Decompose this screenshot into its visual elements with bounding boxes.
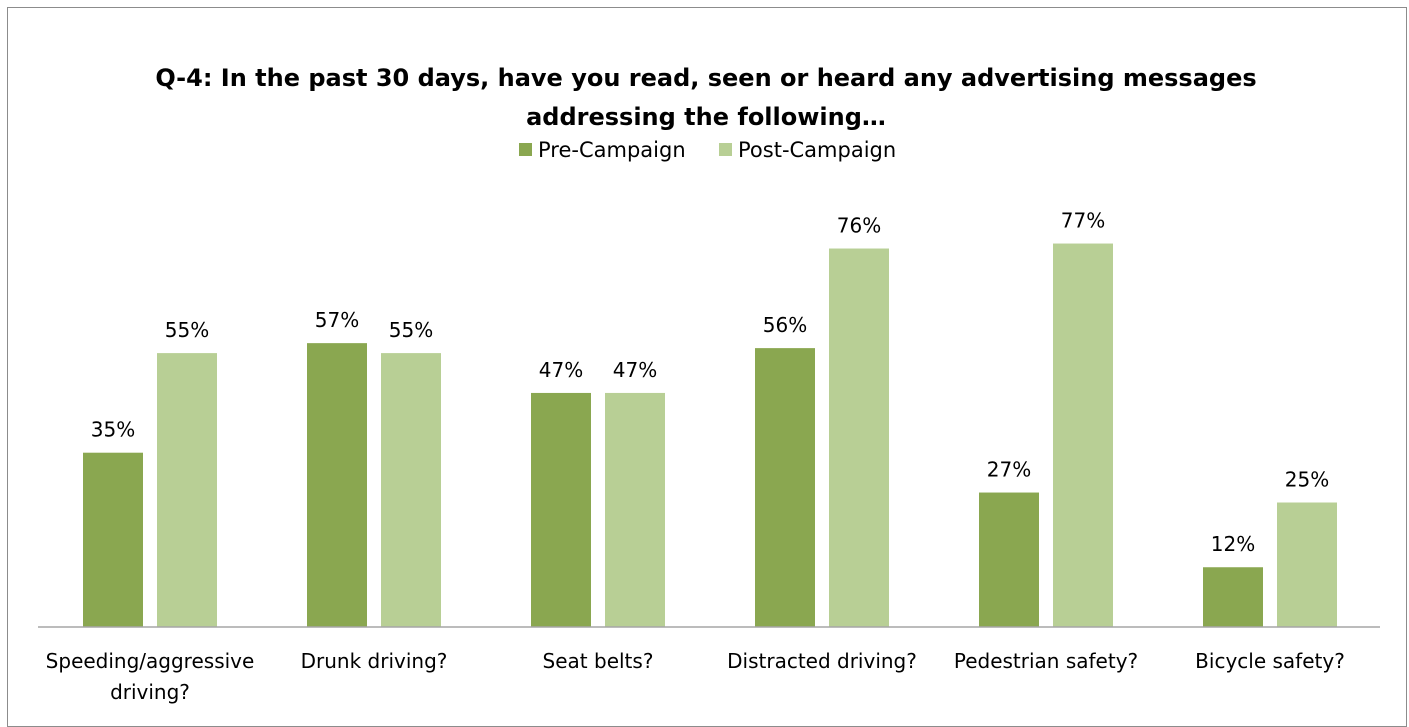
legend-swatch-post-campaign [719, 143, 732, 156]
data-label-post-4: 77% [1061, 209, 1105, 233]
bar-post-2 [605, 392, 665, 627]
bar-pre-2 [531, 392, 591, 627]
data-label-pre-0: 35% [91, 418, 135, 442]
bar-pre-1 [307, 343, 367, 627]
data-label-post-0: 55% [165, 318, 209, 342]
bar-post-1 [381, 353, 441, 627]
data-labels: 35% 55% 57% 55% 47% 47% 56% 76% 27% 77% 12% 25% [91, 209, 1329, 557]
bar-post-4 [1053, 243, 1113, 628]
data-label-post-5: 25% [1285, 468, 1329, 492]
category-label-0-line-1: driving? [110, 680, 190, 704]
data-label-post-2: 47% [613, 358, 657, 382]
category-label-1: Drunk driving? [301, 649, 448, 673]
bar-post-0 [157, 353, 217, 627]
category-label-5: Bicycle safety? [1195, 649, 1345, 673]
bar-pre-3 [755, 348, 815, 627]
category-label-3: Distracted driving? [727, 649, 917, 673]
data-label-pre-4: 27% [987, 458, 1031, 482]
category-label-2: Seat belts? [543, 649, 654, 673]
chart-title: Q-4: In the past 30 days, have you read,… [155, 64, 1256, 131]
category-label-0-line-0: Speeding/aggressive [46, 649, 255, 673]
data-label-pre-1: 57% [315, 308, 359, 332]
legend-label-post-campaign: Post-Campaign [738, 138, 896, 162]
data-label-post-3: 76% [837, 214, 881, 238]
chart-frame [7, 7, 1407, 727]
legend-label-pre-campaign: Pre-Campaign [538, 138, 686, 162]
bar-pre-5 [1203, 567, 1263, 627]
chart-title-line-1: Q-4: In the past 30 days, have you read,… [155, 64, 1256, 92]
data-label-post-1: 55% [389, 318, 433, 342]
chart-title-line-2: addressing the following… [526, 103, 886, 131]
legend: Pre-Campaign Post-Campaign [519, 138, 896, 162]
legend-swatch-pre-campaign [519, 143, 532, 156]
data-label-pre-5: 12% [1211, 532, 1255, 556]
bars [83, 243, 1337, 628]
bar-post-5 [1277, 502, 1337, 627]
bar-pre-4 [979, 492, 1039, 627]
bar-post-3 [829, 248, 889, 627]
bar-pre-0 [83, 452, 143, 627]
data-label-pre-3: 56% [763, 313, 807, 337]
category-labels: Speeding/aggressive driving? Drunk driving… [46, 649, 1345, 704]
category-label-4: Pedestrian safety? [954, 649, 1138, 673]
data-label-pre-2: 47% [539, 358, 583, 382]
